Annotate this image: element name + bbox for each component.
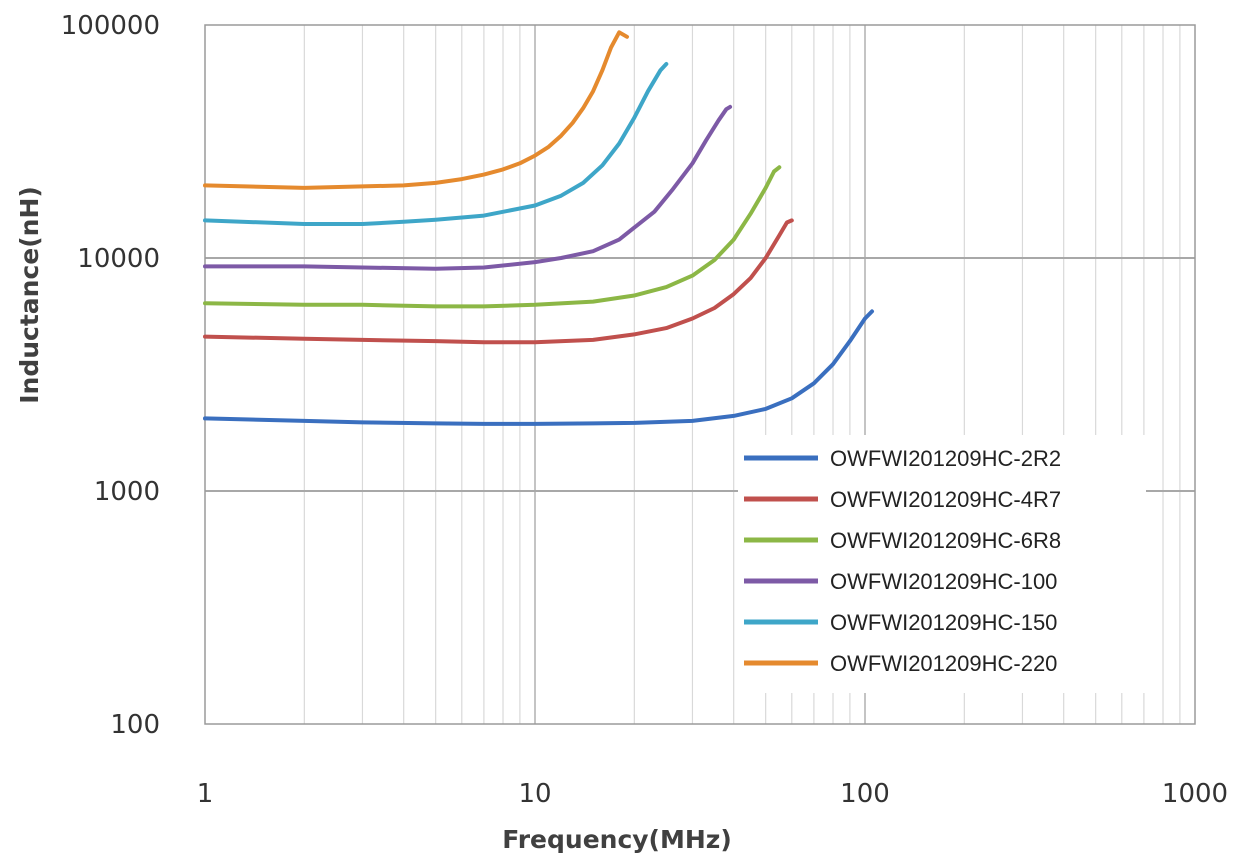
- x-tick-label: 100: [840, 779, 890, 809]
- plot-area-frame: [204, 24, 1196, 725]
- series-line: [203, 165, 782, 309]
- x-tick-label: 10: [518, 779, 551, 809]
- series-line: [203, 309, 874, 426]
- y-tick-label: 1000: [94, 477, 160, 507]
- x-tick-label: 1000: [1162, 779, 1228, 809]
- series-line: [203, 218, 794, 345]
- series-line: [203, 104, 733, 271]
- legend-label: OWFWI201209HC-150: [830, 610, 1057, 635]
- legend-label: OWFWI201209HC-2R2: [830, 446, 1061, 471]
- y-tick-label: 10000: [77, 244, 160, 274]
- legend-label: OWFWI201209HC-220: [830, 651, 1057, 676]
- legend-label: OWFWI201209HC-6R8: [830, 528, 1061, 553]
- y-axis-title: Inductance(nH): [15, 186, 44, 404]
- legend-label: OWFWI201209HC-100: [830, 569, 1057, 594]
- legend: OWFWI201209HC-2R2 OWFWI201209HC-4R7 OWFWI2…: [738, 435, 1146, 693]
- y-tick-label: 100: [110, 710, 160, 740]
- y-tick-label: 100000: [61, 11, 160, 41]
- legend-label: OWFWI201209HC-4R7: [830, 487, 1061, 512]
- series-line: [203, 62, 669, 226]
- series-lines: [203, 30, 874, 426]
- y-axis-tick-labels: 100 1000 10000 100000: [61, 11, 160, 740]
- x-axis-tick-labels: 1 10 100 1000: [197, 779, 1228, 809]
- series-line: [203, 30, 629, 190]
- legend-background: [738, 435, 1146, 693]
- x-tick-label: 1: [197, 779, 214, 809]
- x-axis-title: Frequency(MHz): [502, 825, 732, 854]
